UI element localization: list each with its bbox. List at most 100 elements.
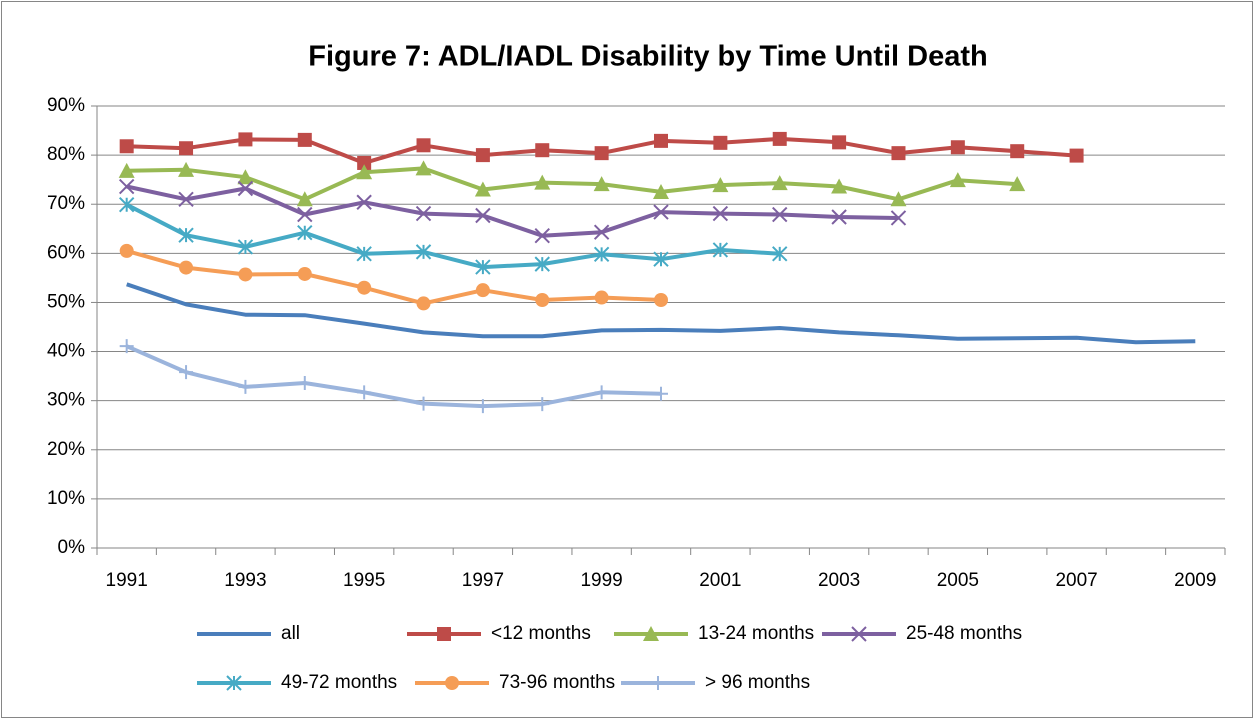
marker [950, 140, 965, 155]
x-tick-label: 2003 [818, 570, 860, 591]
marker [297, 132, 312, 147]
marker [179, 365, 194, 380]
y-tick-label: 50% [47, 291, 85, 312]
marker [297, 224, 313, 241]
marker [653, 183, 669, 199]
marker [238, 379, 253, 394]
marker [356, 194, 372, 210]
marker [594, 290, 609, 305]
series-line [126, 248, 662, 306]
marker [712, 177, 729, 193]
x-tick-label: 1993 [224, 570, 266, 591]
marker [475, 283, 490, 298]
y-tick-label: 40% [47, 341, 85, 362]
marker [654, 292, 668, 307]
legend-label: all [281, 623, 300, 644]
marker [832, 135, 847, 150]
marker [653, 204, 669, 220]
marker [238, 267, 253, 282]
y-tick-label: 10% [47, 488, 85, 509]
legend-label: 73-96 months [499, 672, 615, 693]
marker [713, 135, 728, 150]
legend-label: 25-48 months [906, 623, 1022, 644]
marker [890, 191, 907, 207]
marker [534, 256, 550, 272]
marker [653, 251, 669, 267]
legend-label: <12 months [491, 623, 591, 644]
marker [831, 178, 848, 194]
marker [179, 141, 194, 156]
marker [831, 209, 847, 225]
series-line [126, 184, 899, 238]
y-tick-label: 30% [47, 390, 85, 411]
marker [643, 626, 659, 641]
marker [416, 138, 431, 153]
marker [356, 246, 372, 262]
marker [1069, 148, 1084, 163]
marker [890, 210, 907, 226]
marker [593, 224, 610, 240]
marker [475, 399, 490, 414]
x-tick-label: 2009 [1174, 570, 1216, 591]
marker [297, 375, 312, 390]
y-tick-label: 80% [47, 144, 85, 165]
marker [594, 146, 609, 161]
marker [357, 385, 372, 400]
series-line [126, 282, 1196, 345]
marker [475, 259, 491, 275]
x-tick-label: 1991 [106, 570, 148, 591]
marker [357, 280, 372, 295]
marker [178, 161, 195, 177]
marker [712, 242, 729, 258]
marker [297, 206, 313, 223]
marker [1010, 144, 1025, 159]
marker [357, 155, 372, 170]
marker [772, 246, 788, 262]
legend-label: > 96 months [705, 672, 810, 693]
marker [534, 174, 551, 190]
marker [772, 206, 788, 223]
marker [445, 676, 459, 690]
marker [296, 191, 313, 207]
marker [534, 227, 550, 244]
marker [118, 162, 135, 178]
marker [593, 176, 610, 192]
marker [416, 296, 431, 311]
marker [119, 139, 134, 154]
marker [535, 292, 550, 307]
y-tick-label: 70% [47, 193, 85, 214]
marker [437, 627, 451, 641]
marker [772, 131, 787, 146]
marker [238, 132, 253, 147]
y-tick-label: 0% [58, 537, 86, 558]
marker [415, 244, 432, 260]
marker [535, 143, 550, 158]
marker [416, 396, 431, 411]
marker [474, 181, 491, 197]
marker [178, 227, 194, 243]
marker [119, 339, 134, 354]
marker [475, 148, 490, 163]
marker [891, 146, 906, 161]
series-line [125, 202, 780, 270]
legend-label: 13-24 months [698, 623, 814, 644]
marker [654, 133, 668, 148]
marker [237, 180, 254, 197]
marker [178, 191, 194, 208]
y-tick-label: 20% [47, 439, 85, 460]
marker [949, 172, 966, 188]
marker [594, 385, 609, 400]
marker [119, 243, 134, 258]
x-tick-label: 1999 [580, 570, 622, 591]
marker [851, 626, 867, 642]
marker [237, 239, 254, 255]
series-line [125, 344, 662, 409]
chart-title: Figure 7: ADL/IADL Disability by Time Un… [308, 41, 987, 73]
x-tick-label: 1995 [343, 570, 385, 591]
marker [712, 205, 729, 222]
series-line [126, 166, 1018, 202]
y-tick-label: 90% [47, 95, 85, 116]
x-tick-label: 1997 [462, 570, 504, 591]
